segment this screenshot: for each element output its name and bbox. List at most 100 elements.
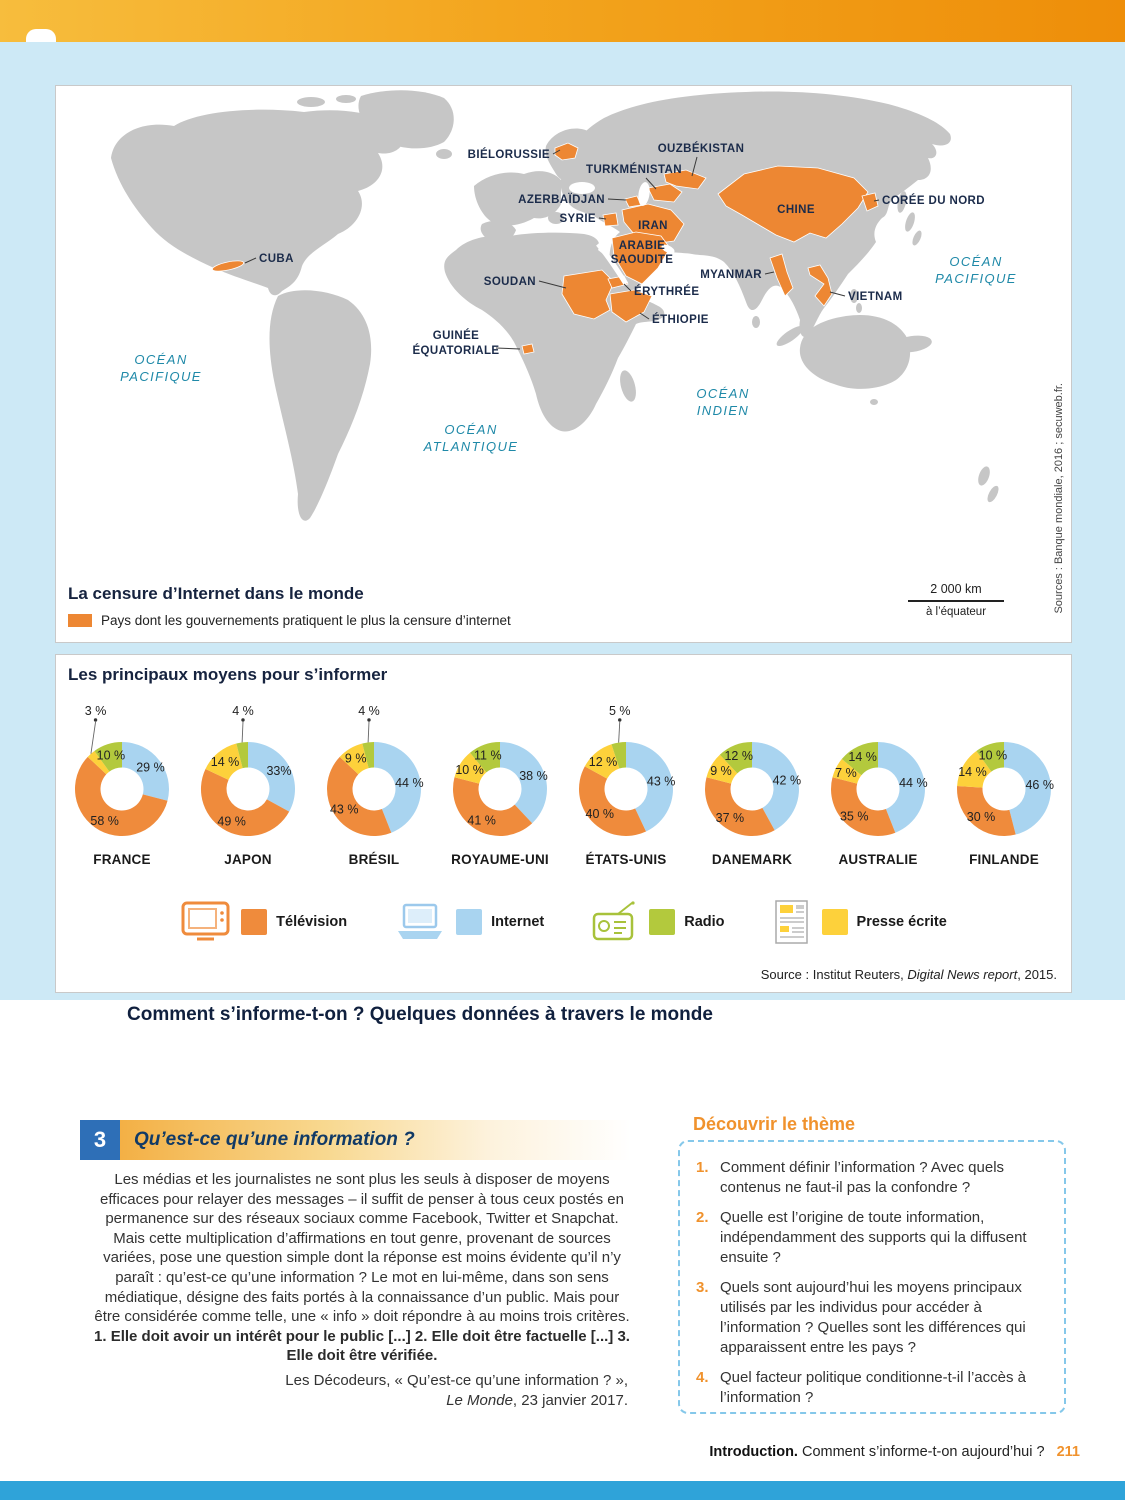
sumatra	[776, 325, 804, 347]
slice-label-internet: 44 %	[899, 776, 928, 790]
question-number: 3.	[696, 1279, 709, 1296]
slice-label-television: 41 %	[467, 813, 496, 827]
chart-source-prefix: Source : Institut Reuters,	[760, 967, 908, 982]
chart-country-label: DANEMARK	[711, 852, 793, 867]
chart-title: Les principaux moyens pour s’informer	[68, 665, 388, 684]
slice-label-television: 37 %	[716, 811, 745, 825]
map-label: IRAN	[638, 220, 668, 232]
slice-label-presse_ecrite: 9 %	[710, 764, 732, 778]
country-saudi-arabia	[611, 231, 671, 285]
donut-chart: 33% 49 % 14 % 4 %	[200, 704, 296, 837]
caribbean-island	[256, 275, 266, 281]
censored-countries	[211, 142, 879, 355]
callout-dot	[618, 718, 622, 722]
donut-slice-television	[705, 777, 775, 837]
donut-slice-internet	[500, 742, 547, 824]
chart-country-label: AUSTRALIE	[838, 852, 918, 867]
donut-slice-television	[74, 756, 168, 837]
donut-chart-block: 42 % 37 % 9 % 12 % DANEMARK	[689, 689, 815, 867]
donut-slice-radio	[611, 742, 626, 769]
callout-dot	[367, 718, 371, 722]
ocean-label: OCÉAN INDIEN	[696, 386, 749, 418]
label-leader-line	[623, 283, 632, 292]
question-item: 1. Comment définir l’information ? Avec q…	[696, 1158, 1048, 1198]
bottom-blue-strip	[0, 1481, 1125, 1500]
label-leader-line	[244, 257, 257, 264]
censorship-legend: Pays dont les gouvernements pratiquent l…	[68, 613, 511, 628]
donut-slice-television	[578, 766, 647, 837]
laptop-icon	[398, 903, 443, 939]
legend-item-newspaper: Presse écrite	[771, 899, 947, 945]
donut-chart-block: 38 % 41 % 10 % 11 % ROYAUME-UNI	[437, 689, 563, 867]
map-label: CORÉE DU NORD	[882, 194, 985, 207]
ocean-label-line: PACIFIQUE	[935, 271, 1017, 286]
donut-chart-block: 46 % 30 % 14 % 10 % FINLANDE	[941, 689, 1067, 867]
chart-source: Source : Institut Reuters, Digital News …	[761, 967, 1057, 982]
slice-label-presse_ecrite: 9 %	[345, 752, 367, 766]
map-label: CUBA	[259, 253, 294, 265]
slice-label-television: 49 %	[217, 815, 246, 829]
donut-slice-presse_ecrite	[832, 759, 862, 784]
slice-label-television: 30 %	[967, 810, 996, 824]
donut-slice-presse_ecrite	[454, 752, 487, 784]
donut-slice-television	[956, 786, 1016, 836]
slice-label-internet: 38 %	[519, 769, 548, 783]
donut-chart-block: 44 % 43 % 9 % 4 % BRÉSIL	[311, 689, 437, 867]
map-label: OUZBÉKISTAN	[658, 142, 745, 155]
donut-chart-block: 43 % 40 % 12 % 5 % ÉTATS-UNIS	[563, 689, 689, 867]
media-legend: Télévision Internet Radio Presse écrite	[56, 899, 1071, 945]
map-ocean-labels: OCÉAN PACIFIQUE OCÉAN ATLANTIQUE OCÉAN INDIEN…	[120, 254, 1017, 454]
taiwan	[863, 244, 869, 252]
caribbean-island	[270, 280, 278, 284]
donut-slice-television	[453, 777, 533, 836]
paragraph-segment: Les médias et les journalistes ne sont p…	[94, 1171, 630, 1326]
sri-lanka	[752, 316, 760, 328]
legend-label: Radio	[684, 914, 725, 930]
arctic-island	[336, 95, 356, 103]
ocean-label-line: OCÉAN	[949, 254, 1002, 269]
country-ethiopia	[609, 289, 653, 323]
donut-slice-internet	[752, 742, 800, 831]
question-number: 2.	[696, 1209, 709, 1226]
label-leader-line	[764, 271, 775, 275]
label-leader-line	[829, 291, 846, 297]
donut-slice-internet	[878, 742, 925, 833]
ocean-label-line: OCÉAN	[134, 352, 187, 367]
label-leader-line	[538, 280, 567, 289]
map-label: SOUDAN	[484, 276, 536, 288]
donut-slice-television	[327, 756, 392, 836]
donut-chart: 43 % 40 % 12 % 5 %	[578, 704, 675, 837]
country-vietnam	[807, 264, 833, 307]
iceland	[436, 149, 452, 159]
figure-caption: Comment s’informe-t-on ? Quelques donnée…	[127, 1004, 713, 1025]
label-leader-line	[607, 198, 627, 201]
legend-swatch	[241, 909, 268, 935]
censorship-map-panel: BIÉLORUSSIE OUZBÉKISTAN TURKMÉNISTAN AZERBA…	[55, 85, 1072, 643]
question-item: 2. Quelle est l’origine de toute informat…	[696, 1208, 1048, 1268]
label-leader-line	[639, 312, 650, 320]
map-label: ÉRYTHRÉE	[634, 285, 699, 298]
red-sea	[596, 242, 629, 286]
italy	[548, 212, 564, 224]
label-leader-line	[598, 217, 607, 220]
question-number: 1.	[696, 1159, 709, 1176]
donut-chart-block: 29 % 58 % 3 % 10 % FRANCE	[59, 689, 185, 867]
newspaper-icon	[774, 900, 808, 944]
donut-slice-radio	[719, 742, 752, 774]
donut-slice-radio	[470, 742, 500, 773]
callout-line	[618, 721, 621, 743]
philippines	[850, 289, 858, 303]
callout-line	[90, 721, 96, 754]
footer-page-number: 211	[1056, 1444, 1080, 1460]
censorship-legend-label: Pays dont les gouvernements pratiquent l…	[101, 613, 511, 628]
chart-country-label: ROYAUME-UNI	[451, 852, 549, 867]
new-zealand	[987, 485, 999, 503]
media-chart-panel: Les principaux moyens pour s’informer 29…	[55, 654, 1072, 993]
donut-slice-radio	[362, 742, 374, 769]
question-text: Quels sont aujourd’hui les moyens princi…	[720, 1279, 1026, 1356]
attribution: Les Décodeurs, « Qu’est-ce qu’une inform…	[92, 1371, 632, 1411]
section-number-badge: 3	[80, 1120, 120, 1160]
australia	[799, 314, 911, 389]
map-label: ARABIE	[619, 240, 666, 252]
